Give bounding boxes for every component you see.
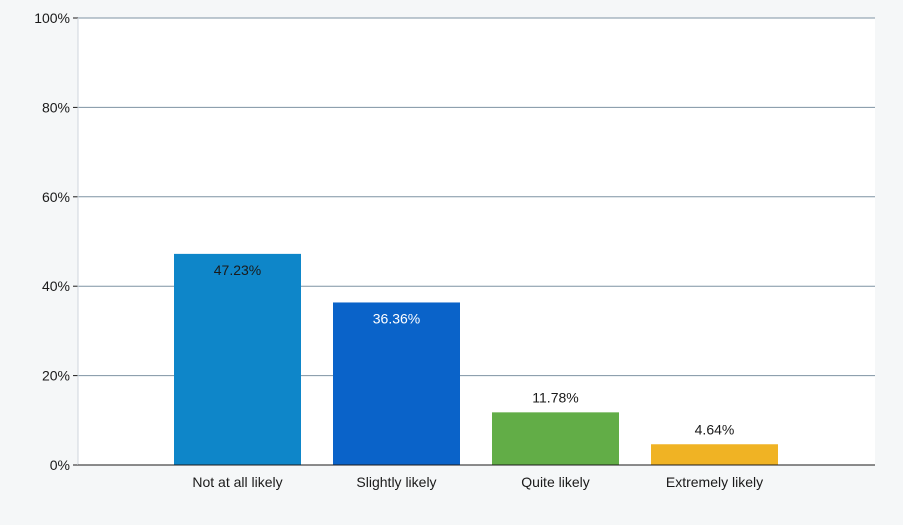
bar [492, 412, 619, 465]
y-tick-label: 40% [42, 278, 70, 294]
y-tick-label: 60% [42, 189, 70, 205]
y-tick-label: 80% [42, 99, 70, 115]
x-tick-label: Quite likely [521, 474, 589, 490]
category-labels: Not at all likely Slightly likely Quite li… [192, 474, 763, 490]
data-label: 36.36% [373, 310, 420, 326]
bar [174, 253, 301, 465]
bar [333, 302, 460, 465]
data-labels: 47.23% 36.36% 11.78% 4.64% [214, 262, 735, 437]
data-label: 47.23% [214, 262, 261, 278]
bars [174, 253, 778, 465]
data-label: 11.78% [532, 389, 578, 405]
y-tick-label: 100% [34, 10, 70, 26]
x-tick-label: Not at all likely [192, 474, 282, 490]
y-axis-ticks: 0% 20% 40% 60% 80% 100% [34, 10, 78, 473]
bar [651, 444, 778, 465]
data-label: 4.64% [695, 421, 735, 437]
y-tick-label: 20% [42, 368, 70, 384]
x-tick-label: Slightly likely [356, 474, 436, 490]
y-tick-label: 0% [50, 457, 70, 473]
x-tick-label: Extremely likely [666, 474, 763, 490]
